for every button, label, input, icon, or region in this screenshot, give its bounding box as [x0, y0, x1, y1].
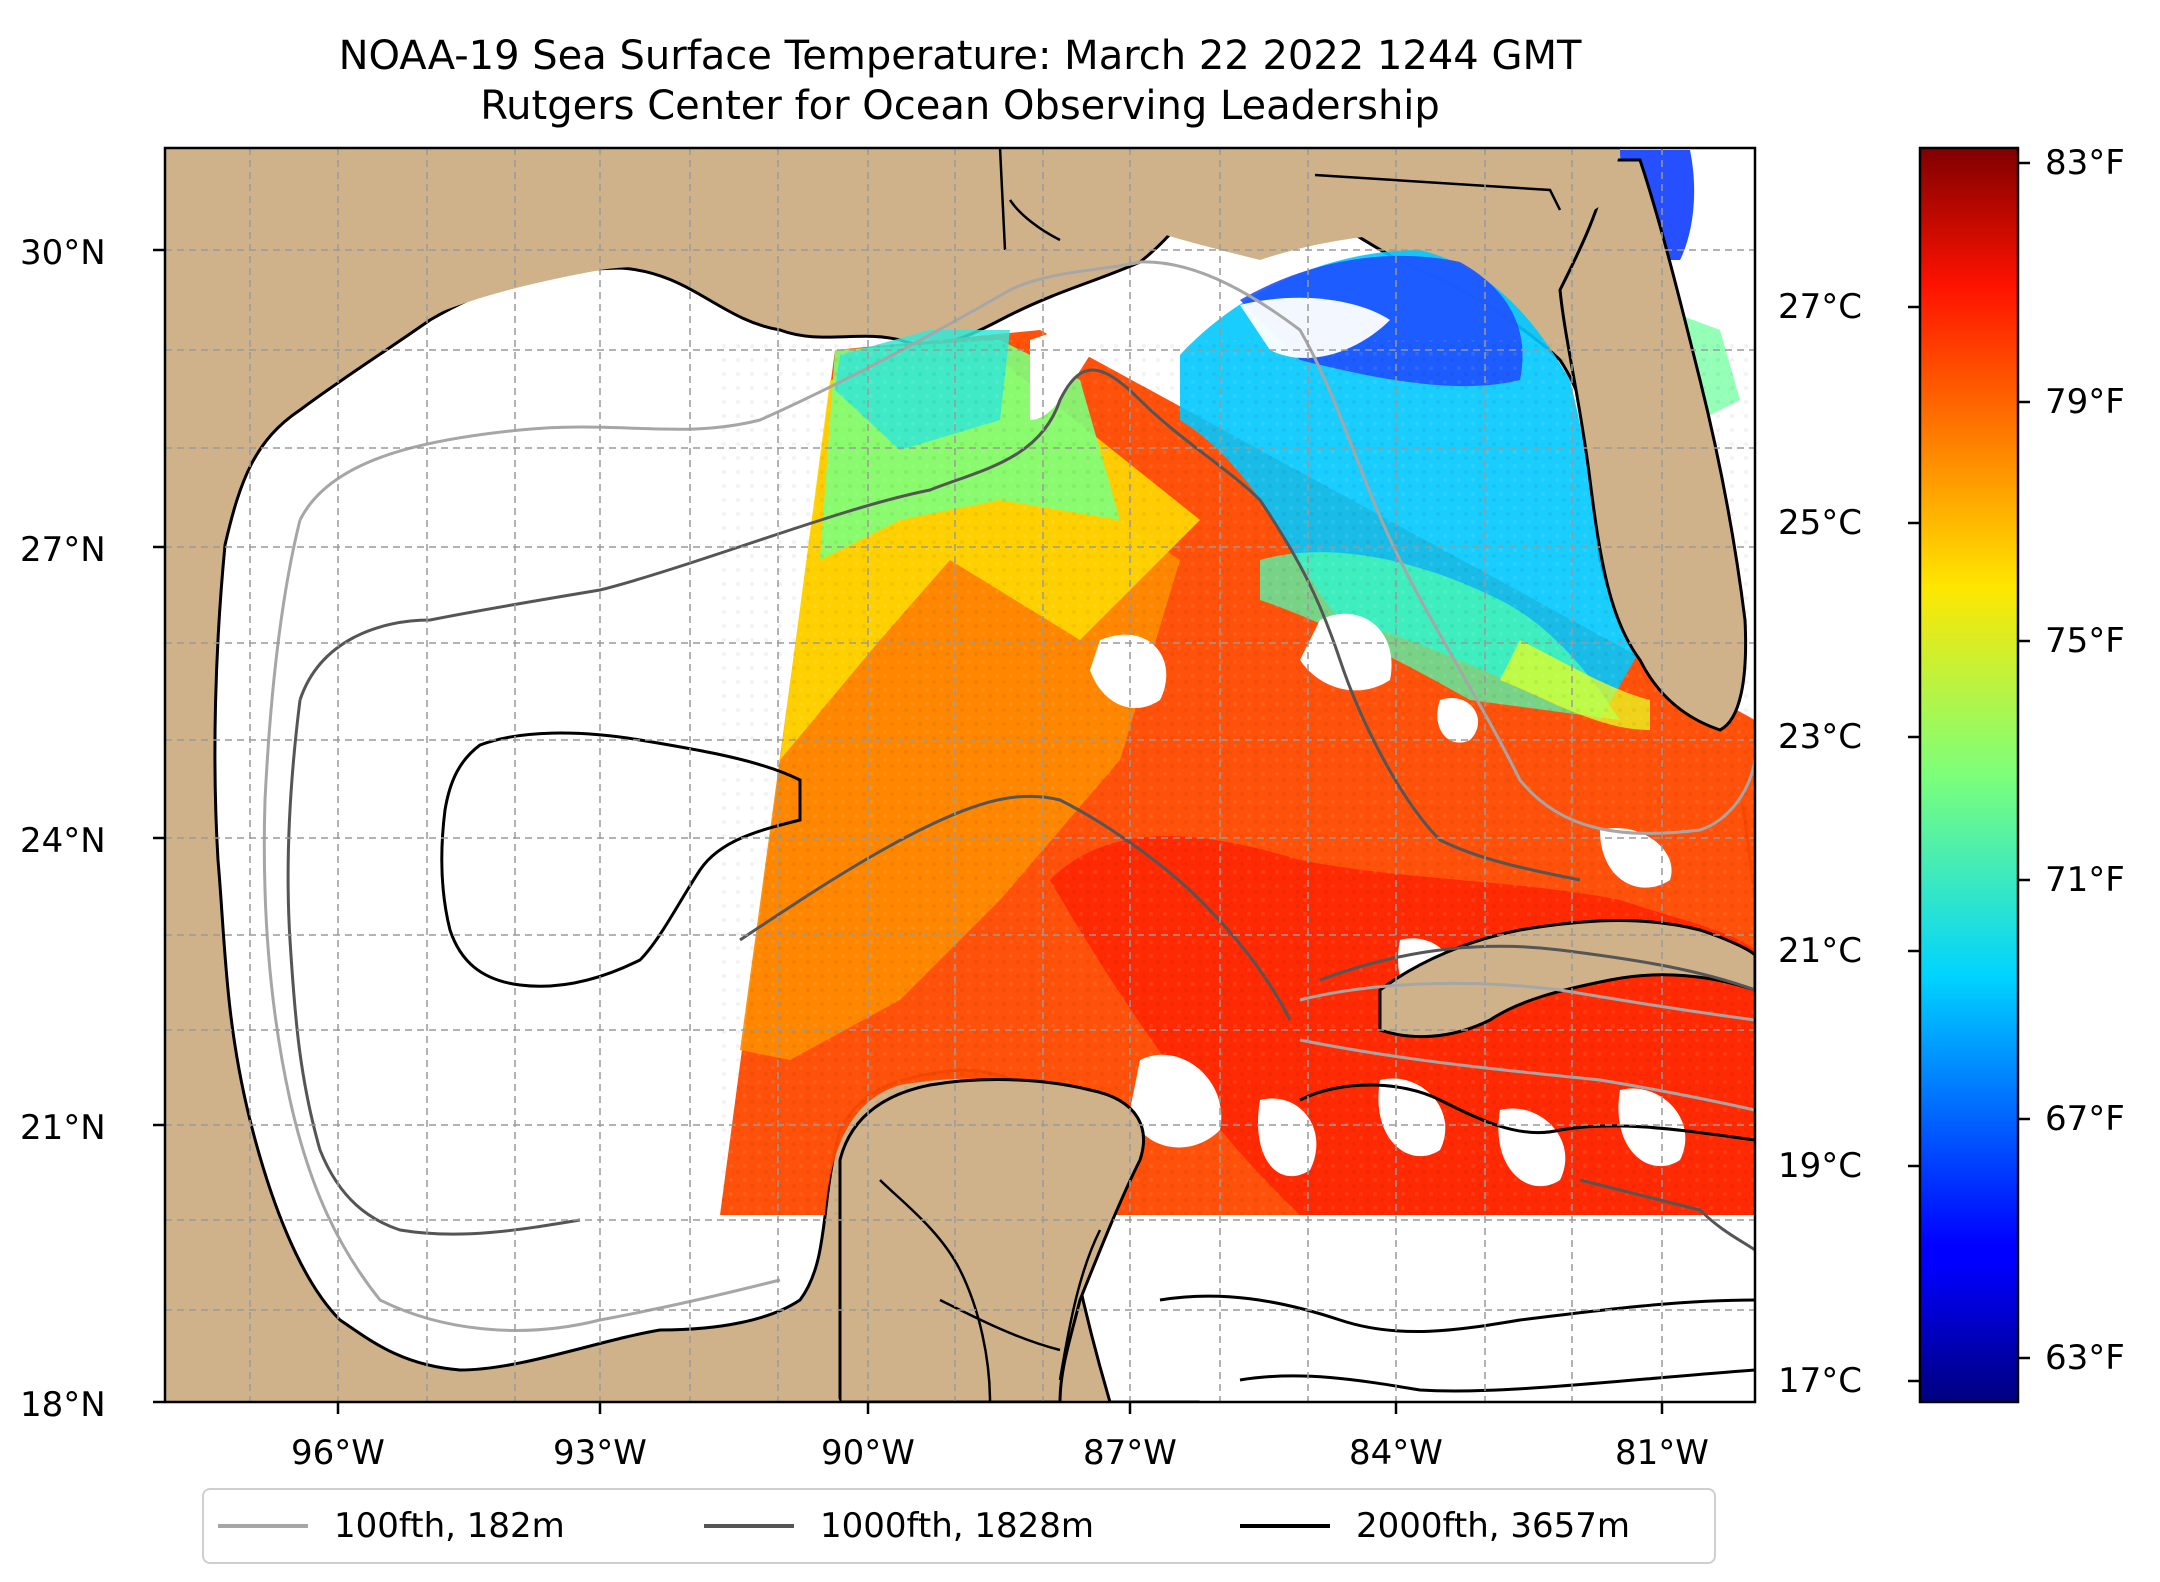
fahrenheit-label: 63°F: [2045, 1338, 2125, 1378]
legend-line-swatch: [1240, 1524, 1330, 1528]
fahrenheit-label: 75°F: [2045, 621, 2125, 661]
lon-tick-label: 93°W: [553, 1433, 647, 1473]
lon-tick-label: 84°W: [1349, 1433, 1443, 1473]
legend-item-100fth: 100fth, 182m: [218, 1490, 565, 1562]
celsius-label: 27°C: [1778, 287, 1863, 327]
contour-1000fth: [286, 368, 1755, 1252]
legend-label: 100fth, 182m: [334, 1506, 565, 1546]
axis-ticks: [153, 248, 1664, 1414]
lat-tick-label: 18°N: [20, 1385, 106, 1425]
lon-tick-label: 90°W: [821, 1433, 915, 1473]
lon-tick-label: 81°W: [1615, 1433, 1709, 1473]
chart-title: NOAA-19 Sea Surface Temperature: March 2…: [338, 33, 1582, 79]
fahrenheit-label: 79°F: [2045, 382, 2125, 422]
florida-land: [1558, 158, 1748, 732]
lon-tick-label: 87°W: [1083, 1433, 1177, 1473]
map-frame: [163, 146, 1757, 1404]
lon-tick-label: 96°W: [291, 1433, 385, 1473]
gridlines: [165, 148, 1755, 1402]
borders: [879, 148, 1562, 1402]
lat-tick-label: 27°N: [20, 530, 106, 570]
legend-label: 2000fth, 3657m: [1356, 1506, 1631, 1546]
mexico-land: [165, 545, 840, 1402]
fahrenheit-label: 83°F: [2045, 143, 2125, 183]
colorbar-ticks: [1908, 161, 2030, 1383]
contour-100fth: [262, 260, 1755, 1332]
map-area: [165, 148, 1755, 1402]
contour-2000fth: [440, 731, 1755, 1393]
celsius-label: 21°C: [1778, 931, 1863, 971]
us-coast-land: [165, 148, 1620, 545]
contour-legend: 100fth, 182m 1000fth, 1828m 2000fth, 365…: [202, 1488, 1716, 1564]
celsius-label: 25°C: [1778, 503, 1863, 543]
celsius-label: 17°C: [1778, 1361, 1863, 1401]
chart-subtitle: Rutgers Center for Ocean Observing Leade…: [480, 83, 1440, 129]
colorbar: [1918, 146, 2020, 1404]
legend-line-swatch: [704, 1524, 794, 1528]
lat-tick-label: 24°N: [20, 821, 106, 861]
legend-item-2000fth: 2000fth, 3657m: [1240, 1490, 1630, 1562]
fahrenheit-label: 71°F: [2045, 860, 2125, 900]
fahrenheit-label: 67°F: [2045, 1099, 2125, 1139]
legend-line-swatch: [218, 1524, 308, 1528]
celsius-label: 19°C: [1778, 1146, 1863, 1186]
lat-tick-label: 30°N: [20, 233, 106, 273]
lat-tick-label: 21°N: [20, 1108, 106, 1148]
caribbean-water: [1110, 1215, 1755, 1402]
legend-item-1000fth: 1000fth, 1828m: [704, 1490, 1094, 1562]
celsius-label: 23°C: [1778, 717, 1863, 757]
legend-label: 1000fth, 1828m: [820, 1506, 1095, 1546]
